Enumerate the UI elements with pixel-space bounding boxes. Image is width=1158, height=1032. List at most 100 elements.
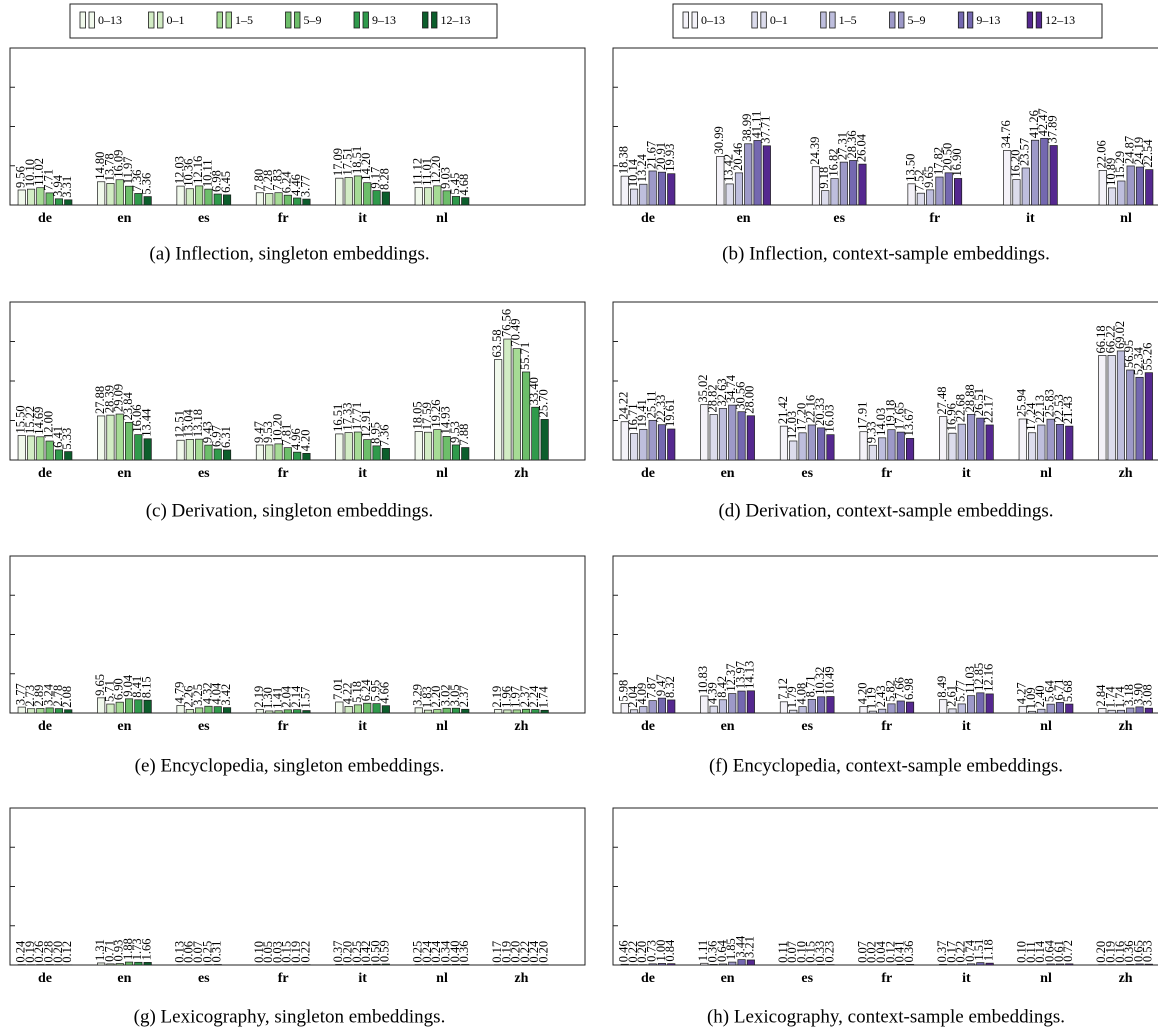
value-label: 25.70 — [537, 389, 551, 417]
bar — [134, 699, 143, 714]
bar — [293, 709, 302, 714]
value-label: 42.47 — [1036, 108, 1050, 136]
bar — [54, 198, 64, 206]
value-label: 3.18 — [1122, 684, 1136, 706]
bar — [363, 702, 372, 714]
bar — [830, 178, 839, 206]
value-label: 37.89 — [1046, 115, 1060, 143]
x-tick-label: en — [117, 719, 131, 734]
bar — [143, 438, 152, 461]
x-tick-label: it — [358, 719, 367, 734]
bar — [97, 415, 106, 461]
value-label: 9.04 — [121, 674, 135, 697]
bar — [335, 701, 344, 714]
x-tick-label: de — [641, 466, 655, 481]
value-label: 63.58 — [490, 329, 504, 357]
bar — [667, 963, 676, 966]
bar — [27, 188, 36, 206]
value-label: 6.31 — [219, 426, 233, 448]
value-label: 16.82 — [826, 148, 840, 176]
value-label: 4.08 — [794, 683, 808, 705]
caption: (a) Inflection, singleton embeddings. — [149, 243, 429, 264]
bar — [344, 706, 353, 714]
value-label: 24.87 — [1123, 136, 1137, 164]
bar — [265, 710, 274, 714]
value-label: 11.02 — [32, 158, 46, 186]
value-label: 1.74 — [537, 686, 551, 709]
value-label: 2.84 — [1094, 684, 1108, 707]
bar — [265, 444, 274, 461]
value-label: 0.22 — [518, 941, 532, 963]
value-label: 0.10 — [252, 941, 266, 963]
bar — [667, 428, 676, 461]
value-label: 0.37 — [935, 941, 949, 963]
value-label: 19.61 — [663, 399, 677, 427]
bar — [939, 964, 948, 966]
bar — [948, 432, 957, 461]
bar — [45, 192, 54, 206]
value-label: 9.53 — [261, 421, 275, 443]
bar — [737, 690, 746, 714]
value-label: 5.71 — [102, 680, 116, 702]
value-label: 7.01 — [331, 678, 345, 700]
bar — [859, 431, 868, 461]
bar — [779, 425, 789, 461]
bar — [1135, 706, 1144, 714]
value-label: 0.20 — [635, 941, 649, 963]
x-tick-label: it — [962, 466, 971, 481]
value-label: 0.31 — [210, 941, 224, 963]
bar — [54, 449, 64, 461]
legend-label: 0–13 — [701, 13, 725, 27]
value-label: 10.36 — [182, 159, 196, 187]
bar — [414, 707, 423, 714]
bar — [1107, 355, 1116, 461]
value-label: 1.09 — [1024, 687, 1038, 709]
bar — [531, 406, 540, 461]
bar — [64, 199, 73, 206]
bar — [939, 416, 948, 461]
bar — [442, 436, 451, 461]
bar — [639, 706, 648, 714]
bar — [817, 696, 826, 714]
bar — [1027, 432, 1037, 461]
bar — [414, 187, 423, 206]
value-label: 0.15 — [280, 941, 294, 963]
bar — [54, 708, 64, 714]
value-label: 6.24 — [280, 171, 294, 194]
value-label: 0.20 — [509, 941, 523, 963]
value-label: 0.20 — [51, 941, 65, 963]
value-label: 34.76 — [999, 120, 1013, 148]
bar — [907, 183, 916, 206]
value-label: 3.05 — [448, 684, 462, 706]
bar — [826, 696, 835, 714]
value-label: 4.66 — [378, 682, 392, 704]
bar — [905, 438, 915, 461]
value-label: 6.71 — [1052, 679, 1066, 701]
value-label: 0.59 — [378, 940, 392, 962]
legend-label: 12–13 — [441, 13, 471, 27]
value-label: 2.40 — [1033, 685, 1047, 707]
bar — [363, 963, 372, 966]
value-label: 2.08 — [60, 686, 74, 708]
x-tick-label: it — [962, 719, 971, 734]
value-label: 4.04 — [210, 682, 224, 705]
x-tick-label: es — [801, 719, 813, 734]
value-label: 0.19 — [1104, 941, 1118, 963]
value-label: 0.50 — [368, 940, 382, 962]
bar — [746, 959, 755, 966]
legend-swatch — [148, 11, 155, 29]
value-label: 27.31 — [836, 132, 850, 160]
value-label: 0.34 — [439, 940, 453, 963]
value-label: 0.14 — [1033, 940, 1047, 963]
bar — [1012, 179, 1021, 206]
value-label: 3.44 — [733, 935, 747, 958]
bar — [17, 435, 26, 461]
bar — [302, 198, 311, 206]
value-label: 0.26 — [32, 941, 46, 963]
bar — [124, 698, 134, 714]
value-label: 20.50 — [941, 143, 955, 171]
x-tick-label: nl — [436, 211, 448, 226]
value-label: 11.97 — [121, 157, 135, 185]
bar — [709, 414, 718, 461]
bar — [789, 709, 798, 714]
